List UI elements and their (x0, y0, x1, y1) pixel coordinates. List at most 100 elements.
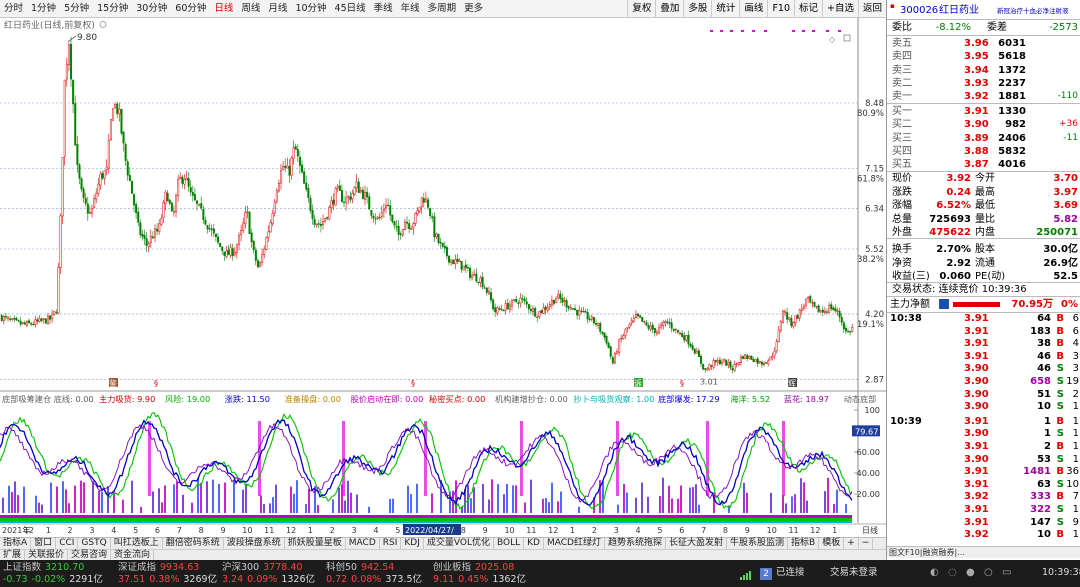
toolbar-button-7[interactable]: +自选 (822, 0, 858, 18)
asks-row[interactable]: 卖二 3.93 2237 (887, 77, 1080, 90)
indicator-tab-4[interactable]: 叫扛选板上 (111, 538, 163, 549)
candle-body (116, 103, 119, 115)
wei-bi-value: -8.12% (935, 22, 971, 33)
indicator-tab-2[interactable]: CCI (56, 538, 79, 549)
interval-11[interactable]: 季线 (373, 2, 393, 14)
chat-icon[interactable]: ◌ (948, 567, 957, 578)
bids-row[interactable]: 买五 3.87 4016 (887, 158, 1080, 171)
candle-body (500, 308, 503, 311)
indicator-bar (491, 479, 493, 513)
trade-login-status[interactable]: 交易未登录 (830, 567, 878, 578)
toolbar-button-5[interactable]: F10 (767, 0, 794, 18)
interval-7[interactable]: 周线 (241, 2, 261, 14)
interval-4[interactable]: 30分钟 (136, 2, 168, 14)
indicator-tab-13[interactable]: KD (524, 538, 544, 549)
bids-row[interactable]: 买四 3.88 5832 (887, 145, 1080, 158)
f10-row[interactable]: 图文F10|融资融券|... (887, 546, 1080, 558)
indicator-tab-9[interactable]: RSI (380, 538, 402, 549)
interval-8[interactable]: 月线 (268, 2, 288, 14)
ext-tab-3[interactable]: 资金流向 (111, 550, 155, 560)
interval-13[interactable]: 多周期 (427, 2, 457, 14)
ext-tab-0[interactable]: 扩展 (0, 550, 26, 560)
asks-row[interactable]: 卖五 3.96 6031 (887, 37, 1080, 50)
search-icon[interactable]: ○ (984, 567, 993, 578)
indicator-tab-3[interactable]: GSTQ (78, 538, 111, 549)
candle-body (643, 321, 646, 323)
candle-body (557, 293, 560, 298)
candle-body (217, 236, 220, 243)
toolbar-button-4[interactable]: 画线 (739, 0, 767, 18)
toolbar-button-1[interactable]: 叠加 (655, 0, 683, 18)
interval-10[interactable]: 45日线 (334, 2, 366, 14)
index-change: 9.11 0.45% 1362亿 (433, 574, 526, 586)
indicator-tab-14[interactable]: MACD红绿灯 (544, 538, 605, 549)
interval-1[interactable]: 1分钟 (31, 2, 57, 14)
interval-12[interactable]: 年线 (400, 2, 420, 14)
ext-tab-1[interactable]: 关联报价 (25, 550, 69, 560)
toolbar-button-0[interactable]: 复权 (627, 0, 655, 18)
candle-body (101, 173, 104, 179)
index-ticker[interactable]: 创业板指 2025.08 (433, 562, 514, 574)
toolbar-button-2[interactable]: 多股 (683, 0, 711, 18)
indicator-tab-11[interactable]: 成交量VOL优化 (424, 538, 494, 549)
interval-3[interactable]: 15分钟 (97, 2, 129, 14)
toolbar-button-6[interactable]: 标记 (794, 0, 822, 18)
indicator-tab-7[interactable]: 抓妖股量星板 (285, 538, 346, 549)
bids-price: 3.89 (964, 132, 989, 144)
asks-volume: 1881 (998, 91, 1026, 103)
asks-row[interactable]: 卖三 3.94 1372 (887, 64, 1080, 77)
bell-icon[interactable]: ◐ (930, 567, 939, 578)
interval-5[interactable]: 60分钟 (175, 2, 207, 14)
index-ticker[interactable]: 沪深300 3778.40 (222, 562, 302, 574)
indicator-tab-16[interactable]: 长征大盈发射 (666, 538, 727, 549)
bids-row[interactable]: 买三 3.89 2406 -11 (887, 132, 1080, 145)
indicator-tab-20[interactable]: + (844, 538, 859, 549)
indicator-tab-8[interactable]: MACD (346, 538, 380, 549)
interval-2[interactable]: 5分钟 (64, 2, 90, 14)
bids-row[interactable]: 买二 3.90 982 +36 (887, 118, 1080, 131)
toggle-icon[interactable]: ▭ (1002, 567, 1012, 578)
candle-body (338, 185, 341, 191)
ext-tab-2[interactable]: 交易咨询 (68, 550, 112, 560)
indicator-tab-19[interactable]: 模板 (819, 538, 845, 549)
candle-body (93, 198, 96, 208)
tick-count: 1 (1072, 504, 1079, 515)
interval-0[interactable]: 分时 (4, 2, 24, 14)
candle-body (607, 342, 610, 349)
asks-row[interactable]: 卖四 3.95 5618 (887, 50, 1080, 63)
index-change: -0.73 -0.02% 2291亿 (3, 574, 103, 586)
indicator-tab-18[interactable]: 指标B (788, 538, 820, 549)
indicator-tab-0[interactable]: 指标A (0, 538, 32, 549)
interval-6[interactable]: 日线 (214, 2, 234, 14)
candle-body (177, 179, 180, 196)
indicator-tab-5[interactable]: 翻倍密码系统 (163, 538, 224, 549)
candle-body (578, 309, 581, 316)
indicator-tab-12[interactable]: BOLL (494, 538, 525, 549)
toolbar-button-3[interactable]: 统计 (711, 0, 739, 18)
bids-row[interactable]: 买一 3.91 1330 (887, 105, 1080, 118)
indicator-tab-17[interactable]: 牛股系股监测 (727, 538, 788, 549)
candle-body (763, 363, 766, 365)
index-ticker[interactable]: 上证指数 3210.70 (3, 562, 84, 574)
index-ticker[interactable]: 深证成指 9934.63 (118, 562, 199, 574)
indicator-tab-6[interactable]: 波段操盘系统 (224, 538, 285, 549)
candle-body (4, 315, 7, 318)
asks-row[interactable]: 卖一 3.92 1881 -110 (887, 90, 1080, 103)
indicator-tab-21[interactable]: − (859, 538, 874, 549)
chart-title: 红日药业(日线,前复权) (4, 19, 95, 31)
indicator-tab-10[interactable]: KDJ (401, 538, 424, 549)
info-icon[interactable]: ● (966, 567, 975, 578)
f10-link[interactable]: 图文F10|融资融券|... (889, 548, 965, 557)
indicator-tab-1[interactable]: 窗口 (31, 538, 57, 549)
toolbar-button-8[interactable]: 返回 (857, 0, 886, 18)
index-ticker[interactable]: 科创50 942.54 (326, 562, 394, 574)
candle-body (420, 197, 423, 207)
divider (887, 171, 1080, 172)
indicator-tab-15[interactable]: 趋势系统拖探 (605, 538, 666, 549)
interval-14[interactable]: 更多 (464, 2, 484, 14)
tick-count: 1 (1072, 453, 1079, 465)
candle-body (765, 362, 768, 364)
date-axis-label: 1 (308, 526, 313, 535)
interval-9[interactable]: 10分钟 (295, 2, 327, 14)
